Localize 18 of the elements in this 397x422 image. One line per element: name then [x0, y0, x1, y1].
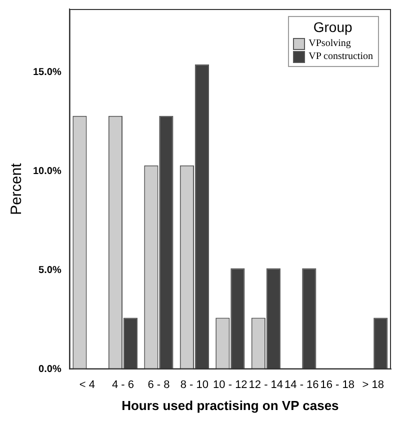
x-tick-label: 4 - 6: [112, 378, 134, 391]
y-tick-label: 15.0%: [32, 67, 62, 78]
x-tick-label: 10 - 12: [213, 378, 248, 391]
y-tick-label: 0.0%: [38, 364, 62, 375]
x-tick-label: 8 - 10: [180, 378, 209, 391]
y-tick-label: 10.0%: [32, 166, 62, 178]
x-tick-label: 6 - 8: [148, 378, 170, 391]
x-tick-label: 12 - 14: [248, 378, 284, 391]
x-tick-label: > 18: [362, 378, 384, 391]
legend-label: VP construction: [308, 50, 373, 63]
x-tick-label: 14 - 16: [284, 378, 319, 391]
x-tick-label: 16 - 18: [320, 378, 355, 391]
legend-label: VPsolving: [308, 37, 351, 50]
x-tick-label: < 4: [79, 378, 96, 391]
y-axis-title: Percent: [8, 162, 26, 215]
legend-title: Group: [312, 19, 354, 35]
x-axis-title: Hours used practising on VP cases: [122, 398, 339, 413]
y-tick-label: 5.0%: [38, 264, 62, 276]
